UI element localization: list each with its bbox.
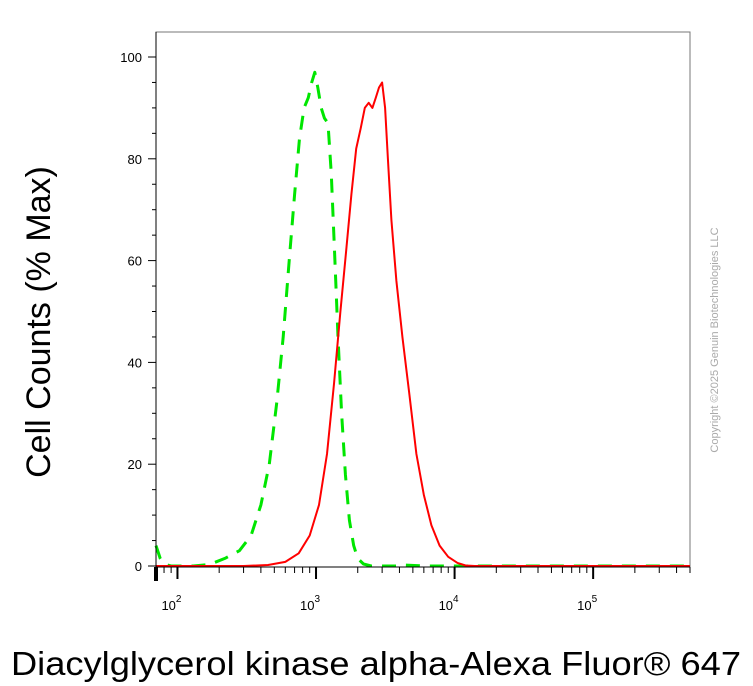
y-tick-label: 20 (128, 457, 142, 472)
series-layer (154, 70, 690, 568)
x-tick-exponent: 5 (592, 594, 598, 605)
x-tick-label: 105 (577, 594, 597, 613)
x-axis-title: Diacylglycerol kinase alpha-Alexa Fluor®… (11, 645, 741, 682)
x-tick-exponent: 3 (314, 594, 320, 605)
y-ticks: 0 20 40 60 80 100 (120, 50, 156, 574)
y-tick-label: 0 (135, 559, 142, 574)
y-tick-label: 60 (128, 254, 142, 269)
y-tick-label: 40 (128, 355, 142, 370)
y-tick-label: 80 (128, 152, 142, 167)
x-tick-label: 103 (300, 594, 320, 613)
plot-area (154, 70, 690, 568)
copyright-watermark: Copyright ©2025 Genuin Biotechnologies L… (709, 227, 721, 452)
x-tick-label: 102 (161, 594, 181, 613)
y-axis-title: Cell Counts (% Max) (20, 166, 58, 478)
y-axis: 0 20 40 60 80 100 (120, 32, 157, 574)
x-tick-exponent: 2 (176, 594, 182, 605)
series-line-2 (156, 81, 690, 567)
x-tick-exponent: 4 (453, 594, 459, 605)
x-axis: 102 103 104 105 (154, 566, 691, 613)
y-tick-label: 100 (120, 50, 142, 65)
x-ticks: 102 103 104 105 (154, 567, 691, 613)
series-line-1 (154, 70, 690, 568)
plot-frame (155, 31, 691, 568)
x-tick-label: 104 (439, 594, 459, 613)
